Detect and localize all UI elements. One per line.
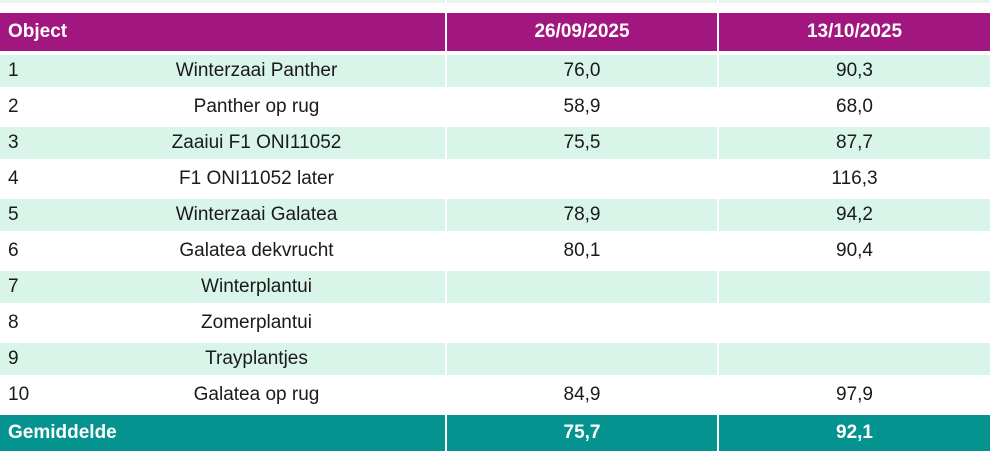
table-row: 1 Winterzaai Panther 76,0 90,3: [0, 55, 990, 91]
object-name: Zaaiui F1 ONI11052: [171, 132, 342, 153]
row-number: 1: [8, 60, 19, 81]
row-number: 3: [8, 132, 19, 153]
col-header-date-1: 26/09/2025: [447, 13, 717, 51]
col-header-date-2: 13/10/2025: [719, 13, 990, 51]
table-row: 9 Trayplantjes: [0, 343, 990, 379]
object-name: Galatea op rug: [193, 384, 320, 405]
table-row: 4 F1 ONI11052 later 116,3: [0, 163, 990, 199]
object-name: Galatea dekvrucht: [179, 240, 334, 261]
row-number: 8: [8, 312, 19, 333]
row-number: 9: [8, 348, 19, 369]
col-header-object: Object: [0, 13, 445, 51]
value-date-2: 68,0: [719, 91, 990, 123]
row-number: 7: [8, 276, 19, 297]
summary-row: Gemiddelde 75,7 92,1: [0, 415, 990, 451]
value-date-2: 90,3: [719, 55, 990, 87]
object-name: Winterzaai Panther: [175, 60, 338, 81]
value-date-2: 97,9: [719, 379, 990, 411]
table-row: 3 Zaaiui F1 ONI11052 75,5 87,7: [0, 127, 990, 163]
value-date-2: [719, 307, 990, 339]
object-name: Winterplantui: [201, 276, 312, 297]
table-row: 8 Zomerplantui: [0, 307, 990, 343]
value-date-2: 87,7: [719, 127, 990, 159]
summary-value-date-2: 92,1: [719, 415, 990, 451]
top-gap: [0, 3, 990, 13]
table-row: 7 Winterplantui: [0, 271, 990, 307]
object-name: F1 ONI11052 later: [179, 168, 334, 189]
value-date-2: [719, 343, 990, 375]
value-date-1: 80,1: [447, 235, 717, 267]
value-date-1: [447, 163, 717, 195]
table-row: 10 Galatea op rug 84,9 97,9: [0, 379, 990, 415]
value-date-1: 78,9: [447, 199, 717, 231]
value-date-1: [447, 343, 717, 375]
value-date-2: 94,2: [719, 199, 990, 231]
value-date-2: 90,4: [719, 235, 990, 267]
table-row: 5 Winterzaai Galatea 78,9 94,2: [0, 199, 990, 235]
object-name: Zomerplantui: [201, 312, 312, 333]
value-date-1: [447, 307, 717, 339]
object-name: Winterzaai Galatea: [175, 204, 338, 225]
row-number: 2: [8, 96, 19, 117]
value-date-2: 116,3: [719, 163, 990, 195]
row-number: 4: [8, 168, 19, 189]
value-date-1: 75,5: [447, 127, 717, 159]
cropped-row-sliver: [0, 0, 990, 3]
results-table: Object 26/09/2025 13/10/2025 1 Winterzaa…: [0, 0, 990, 451]
row-number: 5: [8, 204, 19, 225]
value-date-1: [447, 271, 717, 303]
row-number: 10: [8, 384, 30, 405]
table-row: 2 Panther op rug 58,9 68,0: [0, 91, 990, 127]
summary-value-date-1: 75,7: [447, 415, 717, 451]
value-date-1: 58,9: [447, 91, 717, 123]
summary-label: Gemiddelde: [0, 415, 445, 451]
value-date-1: 76,0: [447, 55, 717, 87]
object-name: Trayplantjes: [205, 348, 308, 369]
row-number: 6: [8, 240, 19, 261]
table-row: 6 Galatea dekvrucht 80,1 90,4: [0, 235, 990, 271]
table-header-row: Object 26/09/2025 13/10/2025: [0, 13, 990, 55]
value-date-1: 84,9: [447, 379, 717, 411]
value-date-2: [719, 271, 990, 303]
object-name: Panther op rug: [193, 96, 320, 117]
